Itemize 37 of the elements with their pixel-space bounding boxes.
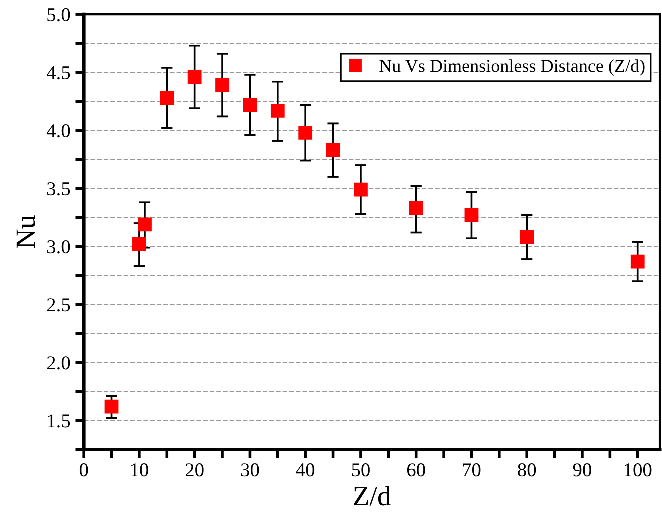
y-tick-label: 1.5	[48, 414, 70, 428]
x-axis-title: Z/d	[354, 486, 391, 506]
y-tick-label: 5.0	[48, 8, 70, 22]
point	[216, 78, 230, 92]
y-tick-label: 3.5	[48, 182, 70, 196]
point	[326, 143, 340, 158]
x-tick-label: 90	[573, 464, 592, 477]
y-tick-label: 4.0	[46, 124, 70, 138]
point	[270, 104, 285, 118]
y-tick-label: 2.5	[47, 298, 70, 312]
point	[409, 201, 424, 216]
x-tick-label: 50	[352, 464, 370, 477]
y-tick-label: 2.0	[47, 356, 70, 370]
point	[104, 400, 119, 414]
point	[188, 70, 202, 84]
point	[464, 208, 479, 222]
point	[132, 237, 146, 252]
y-axis-title: Nu	[16, 216, 36, 248]
x-tick-label: 30	[241, 464, 260, 477]
x-tick-label: 80	[518, 464, 536, 477]
point	[243, 98, 258, 112]
x-tick-label: 100	[624, 464, 652, 477]
x-tick-label: 10	[131, 464, 148, 477]
x-tick-label: 0	[80, 464, 88, 477]
y-tick-label: 3.0	[48, 240, 70, 254]
x-tick-label: 40	[296, 464, 315, 477]
point	[138, 218, 152, 232]
y-tick-label: 4.5	[46, 66, 70, 80]
legend-label: Nu Vs Dimensionless Distance (Z/d)	[380, 60, 645, 76]
x-tick-label: 20	[186, 464, 204, 477]
point	[160, 91, 174, 106]
point	[630, 254, 645, 269]
point	[354, 182, 368, 197]
point	[520, 230, 534, 244]
x-tick-label: 60	[407, 464, 426, 477]
point	[298, 126, 313, 140]
x-tick-label: 70	[463, 464, 481, 477]
